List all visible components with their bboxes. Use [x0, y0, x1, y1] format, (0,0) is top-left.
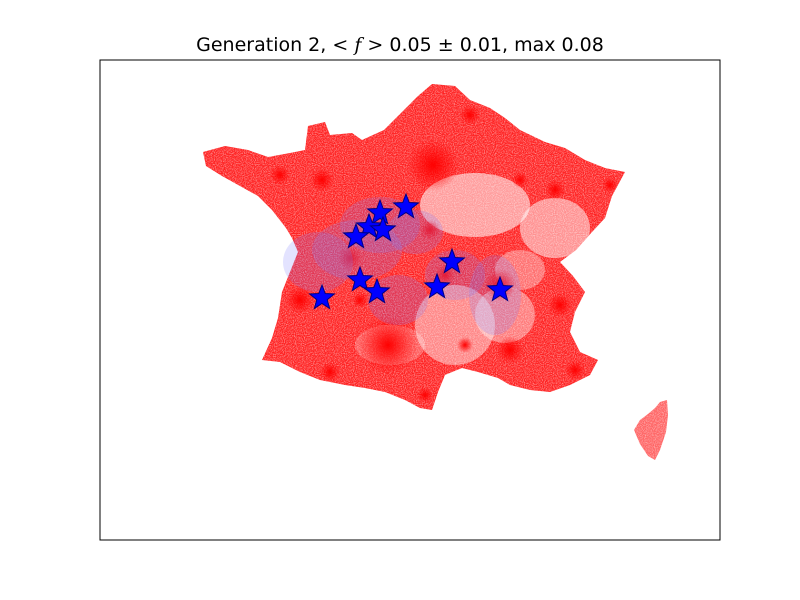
title-mean-symbol: < f >	[332, 34, 384, 56]
selected-site-star-4	[438, 247, 466, 274]
city-density-18	[457, 337, 473, 353]
chart-title: Generation 2, < f > 0.05 ± 0.01, max 0.0…	[196, 34, 604, 56]
title-max-value: 0.08	[561, 34, 604, 56]
title-std-value: 0.01	[459, 34, 502, 56]
city-density-14	[565, 360, 585, 380]
selection-halo-2	[283, 232, 353, 292]
city-density-3	[338, 246, 362, 270]
selected-site-star-8	[486, 275, 514, 302]
city-density-12	[420, 220, 440, 240]
city-density-16	[417, 387, 433, 403]
selected-site-star-9	[308, 283, 336, 310]
city-density-9	[548, 293, 572, 317]
title-prefix: Generation 2,	[196, 34, 327, 56]
city-density-10	[460, 105, 480, 125]
city-density-4	[310, 168, 334, 192]
selected-site-star-5	[346, 265, 374, 292]
selected-site-star-7	[363, 277, 391, 304]
city-density-15	[320, 362, 340, 382]
title-max-label: max	[514, 34, 556, 56]
selection-halo-5	[387, 210, 443, 254]
selected-site-star-1	[366, 198, 394, 225]
selected-site-star-10	[369, 215, 397, 242]
city-density-2	[286, 286, 314, 314]
title-pm-symbol: ±	[437, 34, 454, 56]
title-mean-value: 0.05	[389, 34, 432, 56]
city-density-7	[496, 336, 524, 364]
city-density-1	[358, 315, 418, 375]
selected-sites	[308, 192, 514, 310]
city-density-0	[407, 139, 459, 191]
selected-site-star-6	[423, 272, 451, 299]
selected-site-star-2	[355, 212, 383, 239]
selected-site-star-0	[392, 192, 420, 219]
city-density-19	[512, 172, 528, 188]
city-density-8	[435, 265, 455, 285]
selected-site-star-3	[342, 222, 370, 249]
city-density-13	[602, 177, 618, 193]
city-density-17	[352, 292, 368, 308]
city-density-11	[545, 180, 565, 200]
city-density-5	[270, 165, 290, 185]
